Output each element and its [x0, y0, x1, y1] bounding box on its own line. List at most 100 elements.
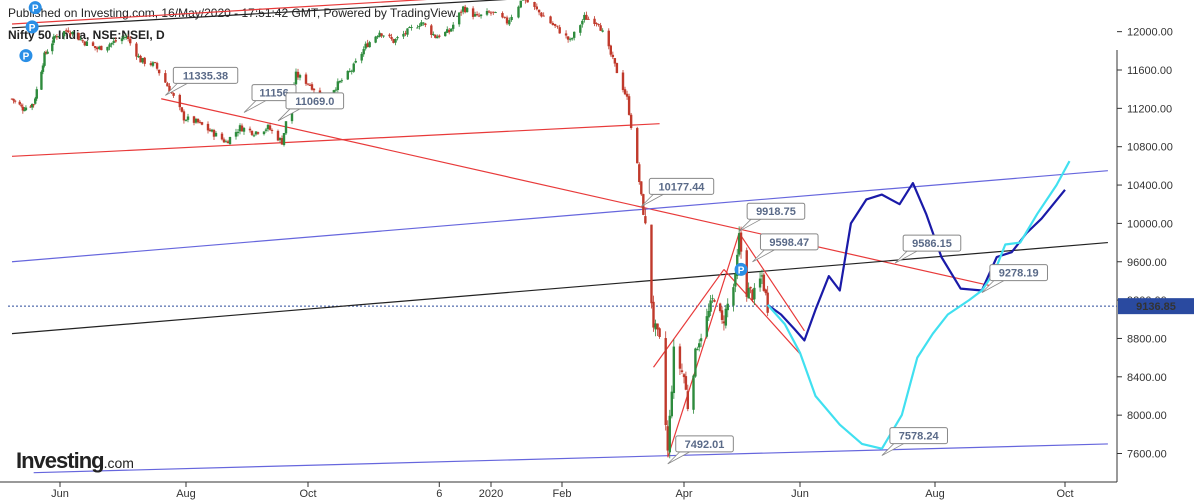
annotation-pointer: [277, 108, 301, 122]
candle-body: [463, 6, 467, 13]
pivot-marker: [19, 49, 33, 63]
candle-body: [430, 25, 433, 35]
candle-body: [364, 43, 367, 49]
candle-body: [713, 300, 716, 302]
candle-body: [764, 289, 767, 294]
candle-body: [568, 38, 572, 40]
candle-body: [432, 34, 435, 36]
pivot-marker-label: P: [29, 23, 36, 34]
candle-body: [640, 181, 643, 195]
candle-body: [30, 103, 34, 108]
candle-body: [684, 376, 688, 390]
y-tick-label: 10000.00: [1127, 218, 1173, 230]
candle-body: [388, 34, 391, 37]
trend-line: [11, 0, 508, 29]
candle-body: [157, 69, 161, 74]
candle-body: [461, 6, 465, 12]
candle-body: [670, 391, 673, 417]
candle-body: [553, 24, 557, 26]
candle-body: [282, 133, 286, 146]
x-tick-label: 2020: [479, 488, 503, 500]
candle-body: [579, 25, 582, 33]
candle-body: [310, 84, 314, 90]
candle-body: [79, 39, 82, 41]
candle-body: [485, 10, 489, 15]
trend-line: [11, 0, 428, 25]
investing-logo: Investing.com: [16, 448, 134, 474]
candle-body: [110, 42, 113, 45]
candle-body: [537, 9, 541, 13]
candle-body: [621, 72, 625, 91]
candle-body: [224, 141, 228, 143]
candle-body: [494, 12, 497, 14]
candle-body: [155, 63, 159, 69]
candle-body: [489, 12, 493, 14]
candle-body: [558, 27, 561, 34]
candle-body: [711, 298, 714, 300]
candle-body: [212, 130, 216, 137]
candle-body: [24, 107, 28, 111]
candle-body: [149, 63, 153, 66]
annotation-pointer: [752, 249, 775, 263]
candle-body: [672, 346, 676, 394]
candle-body: [35, 89, 38, 99]
candle-body: [390, 36, 393, 39]
candle-body: [366, 43, 369, 48]
annotation-box: [172, 66, 239, 84]
last-price-label: 9136.85: [1136, 301, 1176, 313]
y-tick-label: 11200.00: [1127, 103, 1172, 115]
candle-body: [420, 22, 423, 26]
candle-body: [581, 20, 584, 25]
candle-body: [444, 31, 447, 37]
candle-body: [394, 38, 397, 43]
candle-body: [424, 23, 427, 26]
candle-body: [350, 70, 353, 72]
candle-body: [41, 65, 45, 72]
candle-body: [12, 98, 15, 101]
candle-body: [585, 14, 588, 20]
candle-body: [296, 71, 300, 78]
candle-body: [304, 74, 308, 84]
candle-body: [129, 38, 132, 44]
candle-body: [228, 136, 232, 145]
candle-body: [18, 101, 21, 105]
candle-body: [21, 106, 25, 111]
candle-body: [475, 14, 479, 16]
candle-body: [29, 106, 32, 108]
candle-body: [238, 125, 242, 132]
candle-body: [434, 34, 437, 38]
candle-body: [609, 45, 612, 55]
trend-line: [723, 269, 801, 355]
candle-body: [487, 11, 491, 13]
annotation-label: 7492.01: [685, 439, 725, 451]
candle-body: [652, 301, 655, 328]
candle-body: [236, 131, 240, 134]
candle-body: [126, 37, 130, 39]
candle-body: [172, 93, 175, 96]
candle-body: [122, 37, 126, 39]
candle-body: [98, 46, 101, 49]
candle-body: [501, 12, 504, 18]
candle-body: [722, 321, 726, 324]
candle-body: [570, 38, 574, 40]
candle-body: [644, 216, 647, 224]
symbol-title: Nifty 50, India, NSE:NSEI, D: [8, 28, 165, 42]
x-tick-label: Aug: [176, 488, 196, 500]
candle-body: [739, 232, 743, 252]
x-tick-label: Feb: [553, 488, 572, 500]
annotation-box: [675, 435, 734, 453]
candle-body: [519, 0, 522, 8]
candle-body: [696, 349, 699, 351]
y-tick-label: 8400.00: [1127, 372, 1167, 384]
candle-body: [184, 120, 188, 122]
candle-body: [597, 24, 600, 26]
candle-body: [166, 83, 169, 87]
candle-body: [352, 63, 355, 72]
annotation-box: [746, 202, 806, 220]
candle-body: [762, 274, 766, 291]
candle-body: [264, 129, 268, 131]
candle-body: [613, 58, 617, 64]
candle-body: [583, 14, 586, 21]
candle-body: [139, 55, 142, 63]
candle-body: [692, 375, 695, 410]
